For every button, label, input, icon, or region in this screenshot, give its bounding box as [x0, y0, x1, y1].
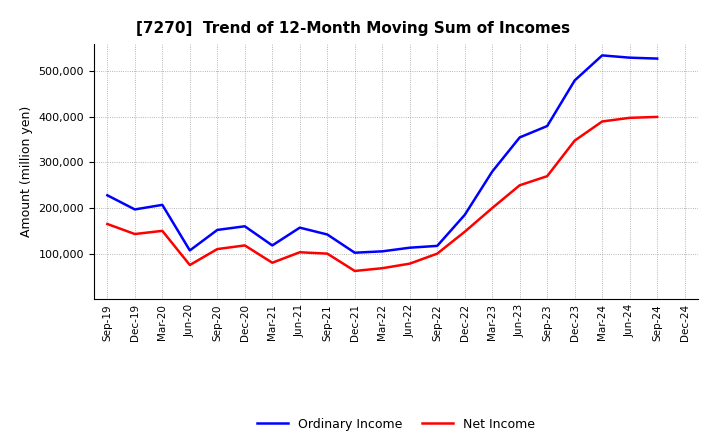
Ordinary Income: [351, 250, 359, 255]
Ordinary Income: [488, 169, 497, 174]
Net Income: [570, 138, 579, 143]
Net Income: [103, 221, 112, 227]
Net Income: [158, 228, 166, 234]
Net Income: [240, 243, 249, 248]
Net Income: [543, 173, 552, 179]
Net Income: [433, 251, 441, 256]
Net Income: [516, 183, 524, 188]
Ordinary Income: [158, 202, 166, 208]
Net Income: [268, 260, 276, 265]
Legend: Ordinary Income, Net Income: Ordinary Income, Net Income: [252, 413, 540, 436]
Ordinary Income: [186, 248, 194, 253]
Net Income: [405, 261, 414, 266]
Ordinary Income: [405, 245, 414, 250]
Text: [7270]  Trend of 12-Month Moving Sum of Incomes: [7270] Trend of 12-Month Moving Sum of I…: [136, 21, 570, 36]
Net Income: [130, 231, 139, 237]
Ordinary Income: [213, 227, 222, 233]
Net Income: [323, 251, 332, 256]
Ordinary Income: [268, 243, 276, 248]
Ordinary Income: [323, 232, 332, 237]
Ordinary Income: [130, 207, 139, 212]
Net Income: [186, 262, 194, 268]
Ordinary Income: [653, 56, 662, 61]
Ordinary Income: [378, 249, 387, 254]
Ordinary Income: [295, 225, 304, 230]
Line: Net Income: Net Income: [107, 117, 657, 271]
Ordinary Income: [570, 78, 579, 83]
Net Income: [213, 246, 222, 252]
Net Income: [598, 119, 606, 124]
Ordinary Income: [433, 243, 441, 249]
Net Income: [626, 115, 634, 121]
Y-axis label: Amount (million yen): Amount (million yen): [19, 106, 32, 237]
Ordinary Income: [516, 135, 524, 140]
Net Income: [351, 268, 359, 274]
Ordinary Income: [626, 55, 634, 60]
Ordinary Income: [240, 224, 249, 229]
Net Income: [653, 114, 662, 120]
Line: Ordinary Income: Ordinary Income: [107, 55, 657, 253]
Net Income: [295, 249, 304, 255]
Ordinary Income: [460, 212, 469, 217]
Net Income: [378, 266, 387, 271]
Ordinary Income: [103, 193, 112, 198]
Net Income: [460, 229, 469, 235]
Net Income: [488, 205, 497, 211]
Ordinary Income: [543, 123, 552, 128]
Ordinary Income: [598, 53, 606, 58]
